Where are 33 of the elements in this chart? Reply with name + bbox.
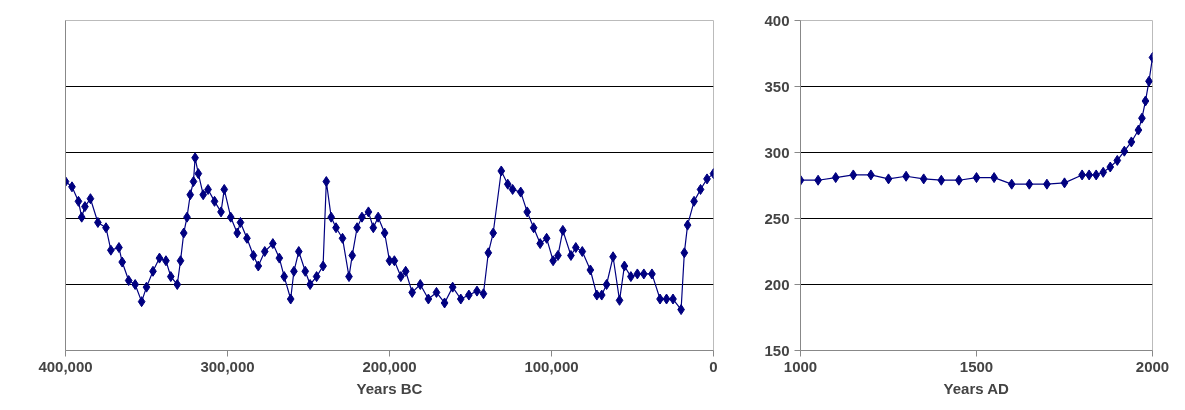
x-tick-label: 0 — [709, 357, 718, 375]
y-tick-label: 250 — [764, 209, 790, 227]
x-axis-title: Years BC — [356, 379, 423, 397]
y-tick-label: 200 — [764, 275, 790, 293]
point — [849, 169, 858, 181]
point — [1099, 166, 1108, 178]
y-tick-label: 400 — [764, 11, 790, 29]
point — [1113, 154, 1122, 166]
point — [1060, 177, 1069, 189]
point — [1007, 178, 1016, 190]
point — [1141, 95, 1150, 107]
x-tick-label: 2000 — [1135, 357, 1170, 375]
x-axis-title: Years AD — [943, 379, 1010, 397]
point — [937, 174, 946, 186]
point — [831, 172, 840, 184]
y-tick-label: 150 — [764, 341, 790, 359]
x-tick-label: 200,000 — [362, 357, 417, 375]
x-tick-label: 100,000 — [524, 357, 579, 375]
point — [1092, 169, 1101, 181]
point — [1134, 124, 1143, 136]
point — [1120, 145, 1129, 157]
y-tick-label: 300 — [764, 143, 790, 161]
point — [972, 172, 981, 184]
x-tick-label: 1500 — [959, 357, 994, 375]
point — [884, 173, 893, 185]
point — [1025, 178, 1034, 190]
y-tick-label: 350 — [764, 77, 790, 95]
point — [1106, 161, 1115, 173]
x-tick-label: 300,000 — [200, 357, 255, 375]
point — [919, 173, 928, 185]
x-tick-label: 400,000 — [38, 357, 93, 375]
x-tick-label: 1000 — [783, 357, 818, 375]
point — [1127, 136, 1136, 148]
